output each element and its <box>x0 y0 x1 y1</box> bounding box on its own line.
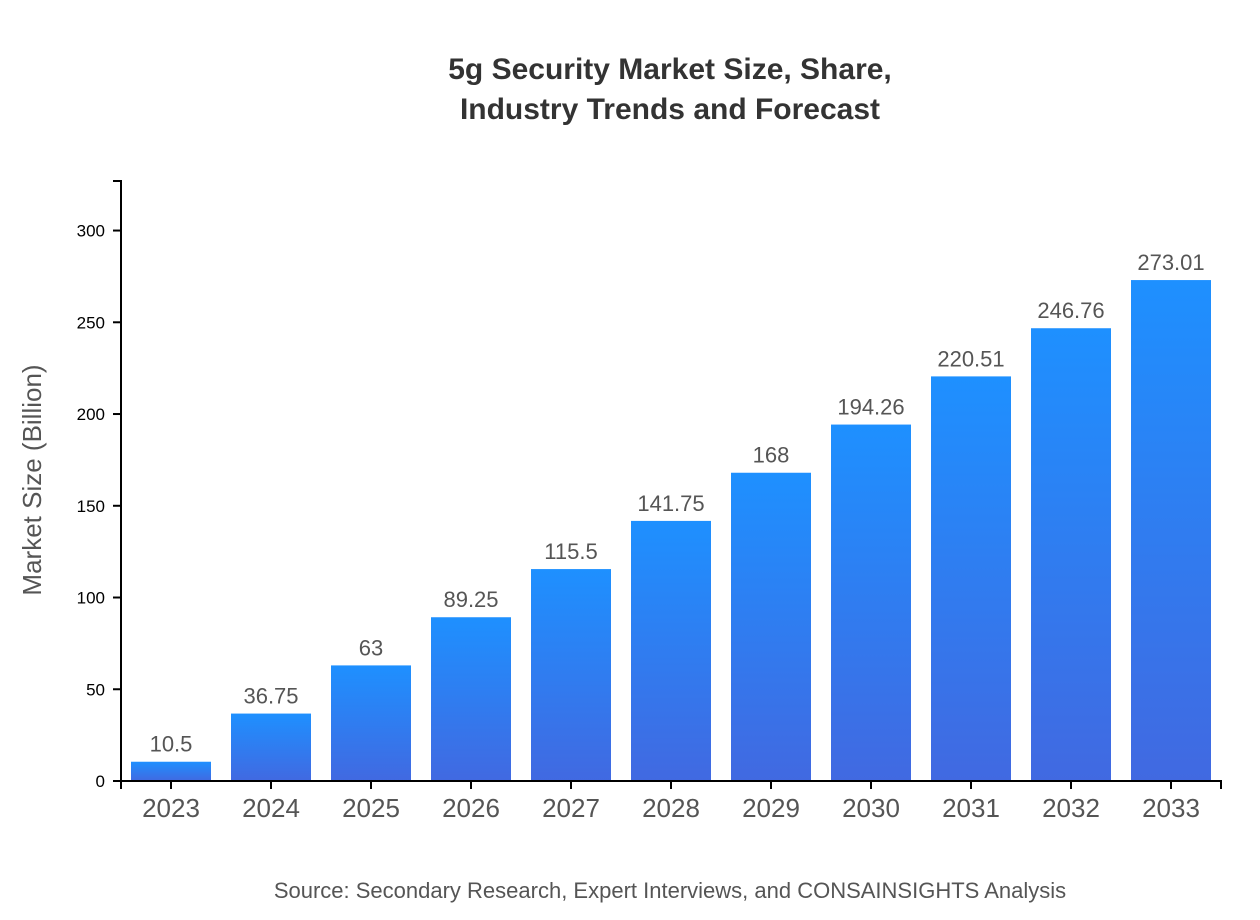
bar-2023 <box>131 761 211 781</box>
bar-2026 <box>431 617 511 781</box>
data-label-2033: 273.01 <box>1137 250 1204 275</box>
bar-2027 <box>531 569 611 781</box>
chart-title-line-1: 5g Security Market Size, Share, <box>448 53 892 86</box>
bar-2028 <box>631 520 711 781</box>
data-label-2028: 141.75 <box>637 491 704 516</box>
x-tick-label-2032: 2032 <box>1042 793 1100 823</box>
data-label-2027: 115.5 <box>544 539 597 564</box>
bar-2033 <box>1131 280 1211 781</box>
bar-2032 <box>1031 328 1111 781</box>
x-tick-label-2028: 2028 <box>642 793 700 823</box>
data-label-2032: 246.76 <box>1037 298 1104 323</box>
x-tick-label-2024: 2024 <box>242 793 300 823</box>
y-tick-label-50: 50 <box>86 680 105 699</box>
source-note: Source: Secondary Research, Expert Inter… <box>273 878 1067 903</box>
x-tick-label-2030: 2030 <box>842 793 900 823</box>
data-label-2024: 36.75 <box>243 684 298 709</box>
x-axis: 2023 2024 2025 2026 2027 2028 2029 2030 2031 2032… <box>120 780 1222 823</box>
x-tick-label-2025: 2025 <box>342 793 400 823</box>
x-axis-line <box>120 780 1222 789</box>
data-label-2023: 10.5 <box>150 732 193 757</box>
y-axis-line <box>113 180 122 782</box>
bar-2031 <box>931 376 1011 781</box>
data-label-2025: 63 <box>359 635 383 660</box>
x-tick-label-2023: 2023 <box>142 793 200 823</box>
data-label-2029: 168 <box>753 443 790 468</box>
y-tick-label-150: 150 <box>77 497 105 516</box>
data-label-2030: 194.26 <box>837 395 904 420</box>
y-tick-label-200: 200 <box>77 405 105 424</box>
x-tick-label-2026: 2026 <box>442 793 500 823</box>
bars-group: 10.5 36.75 63 89.25 115.5 141.75 168 194.26 220.… <box>131 250 1211 781</box>
data-label-2031: 220.51 <box>937 346 1004 371</box>
bar-2024 <box>231 713 311 781</box>
x-tick-label-2027: 2027 <box>542 793 600 823</box>
y-tick-label-100: 100 <box>77 589 105 608</box>
data-label-2026: 89.25 <box>443 587 498 612</box>
y-axis: 0 50 100 150 200 250 300 <box>77 180 122 791</box>
x-tick-label-2029: 2029 <box>742 793 800 823</box>
x-tick-label-2033: 2033 <box>1142 793 1200 823</box>
chart-title-line-2: Industry Trends and Forecast <box>459 93 881 126</box>
bar-2029 <box>731 472 811 781</box>
y-tick-label-300: 300 <box>77 222 105 241</box>
bar-2025 <box>331 665 411 781</box>
y-tick-label-0: 0 <box>96 772 105 791</box>
y-tick-label-250: 250 <box>77 313 105 332</box>
x-tick-label-2031: 2031 <box>942 793 1000 823</box>
y-axis-label: Market Size (Billion) <box>17 364 47 595</box>
chart-title: 5g Security Market Size, Share, Industry… <box>0 50 1260 130</box>
bar-2030 <box>831 424 911 781</box>
